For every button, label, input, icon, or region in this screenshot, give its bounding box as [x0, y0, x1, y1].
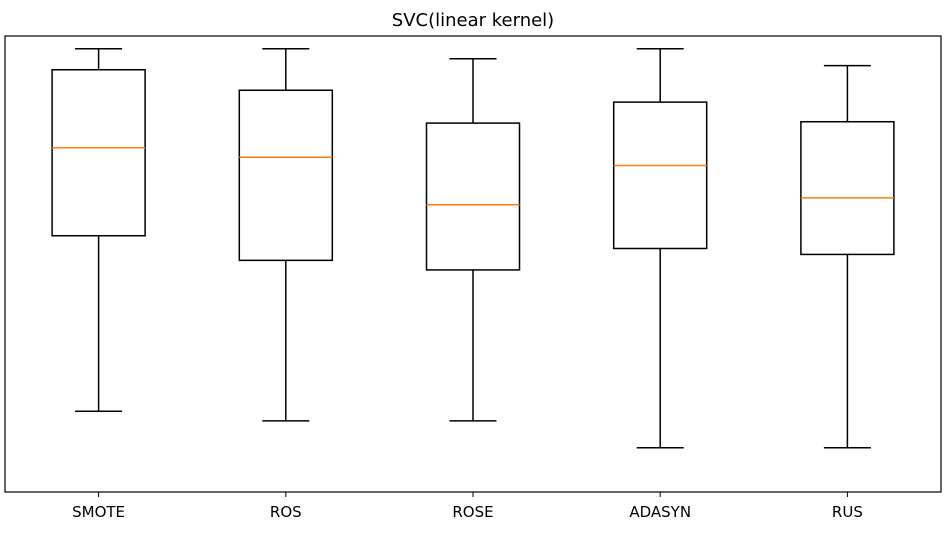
box-iqr	[51, 68, 146, 237]
boxes-layer	[51, 48, 895, 449]
x-tick-label-rus: RUS	[832, 503, 863, 521]
x-tick-label-smote: SMOTE	[72, 503, 125, 521]
x-tick-labels: SMOTE ROS ROSE ADASYN RUS	[72, 492, 863, 521]
box-iqr	[612, 101, 708, 250]
box-iqr	[425, 122, 521, 271]
box-iqr	[800, 120, 895, 256]
chart-title: SVC(linear kernel)	[392, 10, 554, 31]
x-tick-label-ros: ROS	[270, 503, 302, 521]
x-tick-label-rose: ROSE	[452, 503, 493, 521]
x-tick-label-adasyn: ADASYN	[629, 503, 691, 521]
box-group-smote	[51, 48, 146, 413]
box-iqr	[238, 89, 334, 262]
box-group-ros	[238, 48, 334, 422]
box-group-rose	[425, 58, 521, 422]
box-group-adasyn	[612, 48, 708, 449]
box-group-rus	[800, 64, 895, 449]
